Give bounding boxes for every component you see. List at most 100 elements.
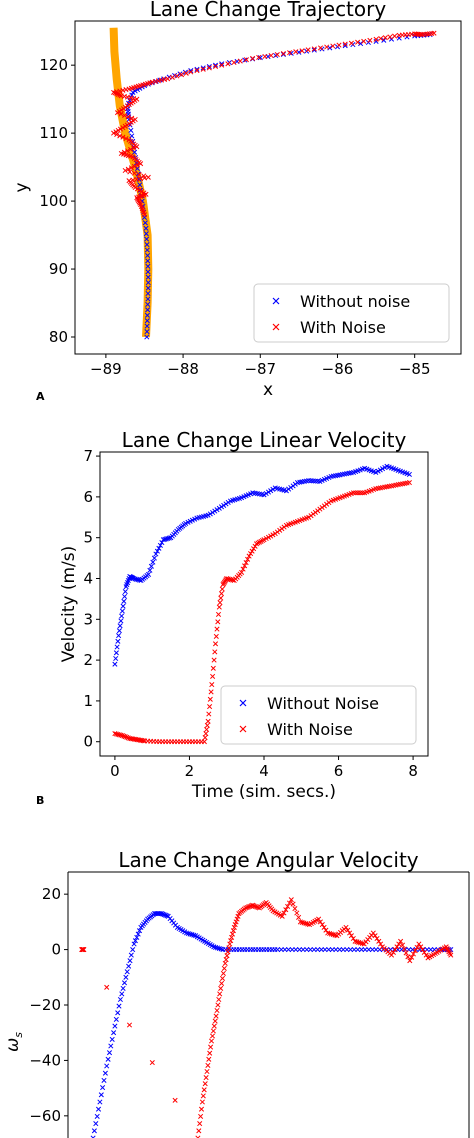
data-point bbox=[257, 55, 263, 61]
legend: Without noise With Noise bbox=[253, 283, 450, 343]
data-point bbox=[246, 553, 252, 559]
x-tick-label: −85 bbox=[399, 360, 431, 378]
data-point bbox=[409, 954, 415, 960]
data-point bbox=[116, 732, 122, 738]
data-point bbox=[129, 92, 135, 98]
series-1 bbox=[112, 463, 412, 667]
series-2 bbox=[112, 480, 412, 745]
data-point bbox=[121, 598, 127, 604]
data-point bbox=[198, 1106, 205, 1112]
data-point bbox=[145, 174, 151, 180]
data-point bbox=[206, 711, 212, 717]
data-point bbox=[132, 149, 138, 155]
data-point bbox=[319, 922, 325, 928]
data-point bbox=[225, 576, 231, 582]
data-point bbox=[132, 88, 138, 94]
data-point bbox=[249, 548, 255, 554]
data-point bbox=[211, 1023, 217, 1029]
data-point bbox=[223, 957, 229, 963]
data-point bbox=[208, 1038, 215, 1044]
data-point bbox=[410, 951, 416, 957]
data-point bbox=[214, 507, 220, 513]
data-point bbox=[290, 901, 296, 907]
data-point bbox=[108, 1043, 114, 1049]
data-point bbox=[293, 49, 299, 55]
chart-3: Lane Change Angular Velocity −60 −40 −20 0 20… bbox=[3, 848, 470, 1138]
data-point bbox=[145, 258, 151, 264]
data-point bbox=[148, 563, 154, 569]
data-point bbox=[118, 93, 124, 99]
data-point bbox=[287, 50, 293, 56]
data-point bbox=[128, 127, 134, 133]
data-point bbox=[373, 38, 379, 44]
data-point bbox=[129, 115, 135, 121]
data-point bbox=[137, 182, 143, 188]
x-tick-label: 0 bbox=[110, 762, 120, 780]
data-point bbox=[390, 949, 396, 955]
data-point bbox=[239, 569, 245, 575]
data-point bbox=[401, 946, 407, 952]
data-point bbox=[245, 556, 251, 562]
y-tick-label: −20 bbox=[29, 996, 61, 1014]
data-point bbox=[224, 953, 230, 959]
data-point bbox=[412, 948, 418, 954]
data-point bbox=[131, 163, 137, 169]
data-point bbox=[165, 535, 171, 542]
data-point bbox=[243, 905, 249, 911]
data-point bbox=[115, 1010, 121, 1016]
data-point bbox=[130, 575, 137, 582]
data-point bbox=[221, 965, 227, 971]
data-point bbox=[224, 575, 230, 582]
data-point bbox=[144, 242, 150, 248]
y-tick-label: 120 bbox=[39, 56, 68, 74]
data-point bbox=[163, 536, 169, 542]
data-point bbox=[343, 924, 349, 930]
plot-area bbox=[112, 463, 412, 745]
data-point bbox=[280, 51, 286, 57]
data-point bbox=[347, 947, 354, 953]
data-point bbox=[113, 1016, 119, 1022]
data-point bbox=[143, 231, 149, 237]
data-point bbox=[115, 91, 121, 97]
chart-1: Lane Change Trajectory −89 −88 −87 −86 −85 80 9… bbox=[12, 0, 462, 400]
data-point bbox=[126, 178, 132, 184]
data-point bbox=[120, 603, 126, 609]
legend-box bbox=[253, 283, 450, 343]
data-point bbox=[207, 696, 213, 702]
data-point bbox=[281, 910, 287, 916]
data-point bbox=[321, 924, 327, 930]
data-point bbox=[197, 1121, 203, 1127]
data-point bbox=[219, 62, 225, 68]
data-point bbox=[378, 941, 384, 947]
data-point bbox=[144, 236, 150, 242]
data-point bbox=[248, 551, 254, 557]
data-point bbox=[119, 733, 125, 739]
data-point bbox=[382, 35, 388, 41]
data-point bbox=[370, 930, 376, 936]
data-point bbox=[196, 1128, 202, 1134]
data-point bbox=[162, 912, 169, 918]
data-point bbox=[367, 37, 373, 43]
data-point bbox=[207, 1050, 213, 1056]
data-point bbox=[100, 1085, 106, 1091]
data-point bbox=[202, 735, 208, 741]
data-point bbox=[183, 70, 189, 76]
data-point bbox=[355, 39, 361, 45]
data-point bbox=[300, 947, 306, 953]
data-point bbox=[145, 307, 151, 313]
y-tick-label: 80 bbox=[49, 328, 68, 346]
data-point bbox=[225, 499, 231, 505]
data-point bbox=[160, 537, 166, 543]
data-point bbox=[132, 576, 138, 582]
data-point bbox=[114, 644, 120, 650]
data-point bbox=[228, 577, 234, 583]
data-point bbox=[243, 57, 249, 63]
data-point bbox=[136, 172, 142, 178]
data-point bbox=[133, 576, 140, 582]
data-point bbox=[205, 718, 211, 724]
data-point bbox=[225, 949, 231, 955]
data-point bbox=[123, 974, 129, 980]
data-point bbox=[112, 731, 118, 737]
data-point bbox=[207, 704, 213, 710]
plot-area bbox=[109, 27, 437, 340]
